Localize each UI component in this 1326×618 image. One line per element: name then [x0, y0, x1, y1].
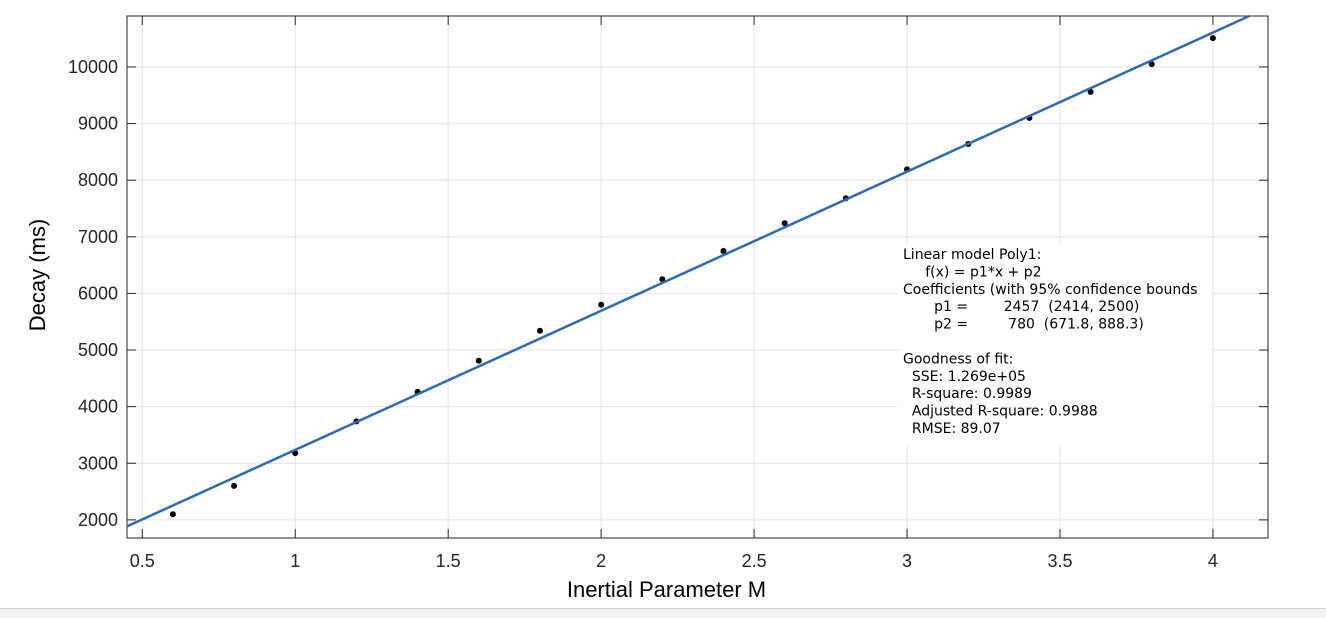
y-tick-label: 9000	[78, 114, 118, 134]
axes-box	[126, 15, 1269, 539]
x-tick-label: 1	[290, 551, 300, 571]
annotation-line: f(x) = p1*x + p2	[903, 264, 1042, 280]
y-tick-label: 5000	[78, 340, 118, 360]
x-tick-label: 4	[1208, 551, 1218, 571]
y-tick-label: 7000	[78, 227, 118, 247]
x-axis-title-background	[555, 573, 777, 605]
annotation-line: RMSE: 89.07	[903, 421, 1001, 437]
y-axis-title: Decay (ms)	[25, 219, 50, 331]
x-tick-label: 2.5	[742, 551, 767, 571]
y-tick-label: 6000	[78, 283, 118, 303]
y-tick-label: 2000	[78, 510, 118, 530]
annotation-line: p2 = 780 (671.8, 888.3)	[903, 317, 1144, 333]
data-point	[1087, 88, 1094, 95]
annotation-line: Goodness of fit:	[903, 351, 1013, 367]
data-point	[231, 482, 238, 489]
x-tick-label: 3.5	[1047, 551, 1072, 571]
y-axis-title-group: Decay (ms)	[25, 219, 50, 331]
data-point	[659, 276, 666, 283]
y-tick-label: 4000	[78, 397, 118, 417]
x-tick-label: 1.5	[436, 551, 461, 571]
x-tick-labels: 0.5 1 1.5 2 2.5 3 3.5 4	[130, 551, 1218, 571]
data-point	[720, 247, 727, 254]
y-tick-label: 8000	[78, 170, 118, 190]
fit-line-group	[126, 14, 1250, 528]
annotation-line: Coefficients (with 95% confidence bounds	[903, 282, 1197, 298]
data-point	[475, 357, 482, 364]
fit-line	[126, 14, 1250, 528]
x-tick-label: 0.5	[130, 551, 155, 571]
data-point	[536, 327, 543, 334]
data-point	[598, 301, 605, 308]
x-tick-label: 2	[596, 551, 606, 571]
data-point	[1148, 61, 1155, 68]
fit-annotation: Linear model Poly1: f(x) = p1*x + p2 Coef…	[899, 244, 1211, 446]
annotation-line: R-square: 0.9989	[903, 386, 1032, 402]
y-tick-label: 10000	[68, 57, 118, 77]
y-tick-label: 3000	[78, 453, 118, 473]
x-tick-label: 3	[902, 551, 912, 571]
y-tick-labels: 2000 3000 4000 5000 6000 7000 8000 9000 10000	[68, 57, 118, 530]
x-axis-title: Inertial Parameter M	[567, 577, 766, 602]
annotation-line: p1 = 2457 (2414, 2500)	[903, 299, 1139, 315]
annotation-line: Adjusted R-square: 0.9988	[903, 404, 1098, 420]
annotation-line: SSE: 1.269e+05	[903, 369, 1026, 385]
annotation-line: Linear model Poly1:	[903, 247, 1041, 263]
bottom-strip	[0, 609, 1326, 618]
annotation-background	[899, 244, 1211, 446]
data-point	[1209, 35, 1216, 42]
data-point	[169, 511, 176, 518]
data-point	[781, 220, 788, 227]
tick-marks	[127, 16, 1268, 538]
bottom-divider	[0, 608, 1326, 609]
x-axis-title-group: Inertial Parameter M	[555, 573, 777, 605]
